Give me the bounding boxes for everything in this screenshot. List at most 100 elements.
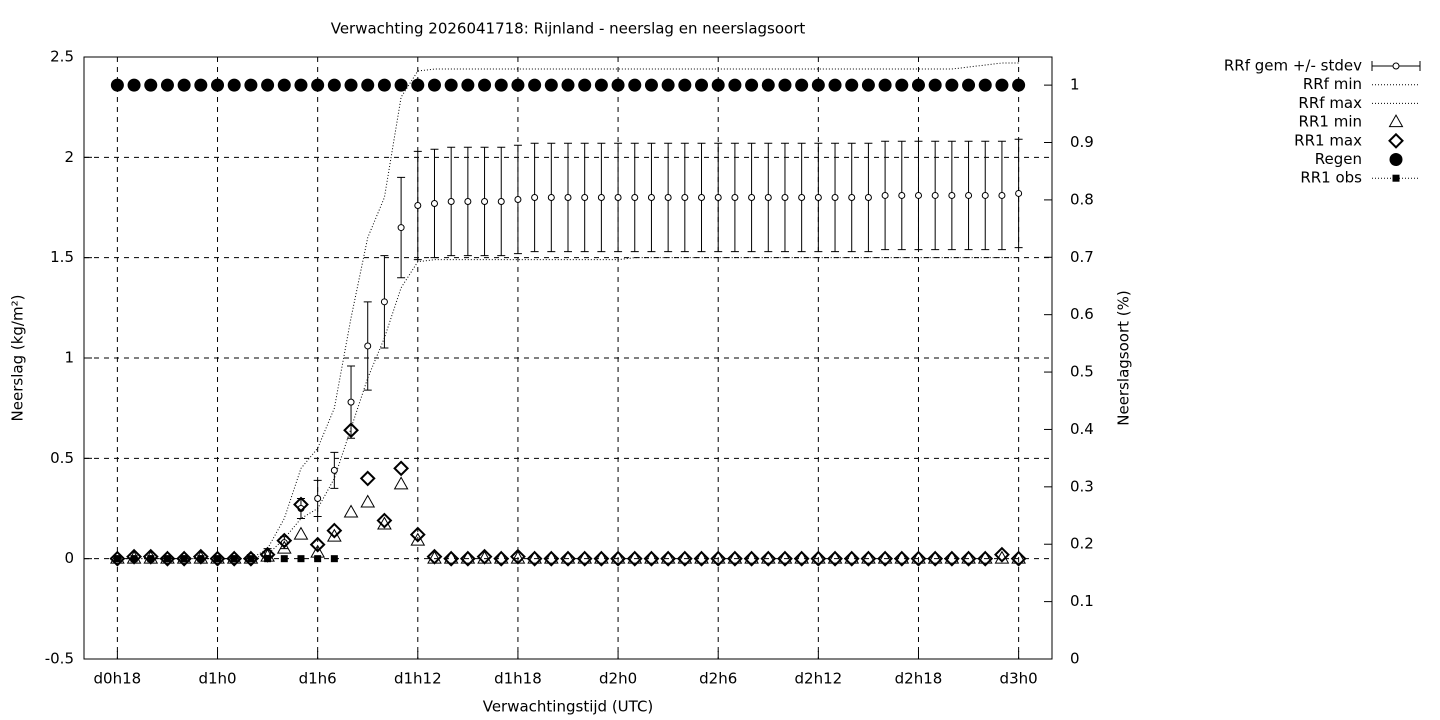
mean-point bbox=[497, 197, 505, 205]
diamond-point bbox=[760, 550, 777, 567]
diamond-point bbox=[209, 550, 226, 567]
circle-point bbox=[811, 78, 825, 92]
triangle-point bbox=[710, 550, 726, 564]
diamond-point bbox=[643, 550, 660, 567]
x-tick-label: d2h0 bbox=[599, 670, 637, 688]
triangle-point bbox=[844, 550, 860, 564]
circle-point bbox=[461, 78, 475, 92]
circle-point bbox=[928, 78, 942, 92]
y-tick-label: -0.5 bbox=[45, 650, 74, 668]
circle-point bbox=[227, 78, 241, 92]
y-tick-label: 2.5 bbox=[50, 48, 74, 66]
y-tick-label: 2 bbox=[64, 148, 74, 166]
circle-point bbox=[644, 78, 658, 92]
y2-axis-label: Neerslagsoort (%) bbox=[1115, 290, 1133, 425]
mean-point bbox=[314, 494, 322, 502]
triangle-point bbox=[877, 550, 893, 564]
mean-point bbox=[781, 193, 789, 201]
circle-point bbox=[845, 78, 859, 92]
triangle-point bbox=[694, 550, 709, 564]
x-axis-label: Verwachtingstijd (UTC) bbox=[483, 698, 654, 716]
mean-point bbox=[647, 193, 655, 201]
legend-symbol bbox=[1392, 174, 1400, 182]
circle-point bbox=[661, 78, 675, 92]
diamond-point bbox=[576, 550, 593, 567]
diamond-point bbox=[860, 550, 877, 567]
legend-symbol bbox=[1392, 62, 1400, 70]
diamond-point bbox=[176, 550, 193, 567]
square-point bbox=[330, 555, 338, 563]
mean-point bbox=[831, 193, 839, 201]
diamond-point bbox=[459, 550, 476, 567]
x-tick-label: d0h18 bbox=[94, 670, 142, 688]
diamond-point bbox=[376, 512, 393, 529]
diamond-point bbox=[126, 548, 142, 565]
diamond-point bbox=[893, 550, 910, 567]
circle-point bbox=[444, 78, 458, 92]
circle-point bbox=[778, 78, 792, 92]
triangle-point bbox=[944, 550, 960, 564]
mean-point bbox=[531, 193, 539, 201]
circle-point bbox=[327, 78, 341, 92]
diamond-point bbox=[777, 550, 793, 567]
circle-point bbox=[244, 78, 258, 92]
diamond-point bbox=[1010, 550, 1027, 567]
mean-point bbox=[714, 193, 722, 201]
diamond-point bbox=[493, 550, 510, 567]
mean-point bbox=[664, 193, 672, 201]
mean-point bbox=[364, 342, 372, 350]
circle-point bbox=[528, 78, 542, 92]
x-tick-label: d3h0 bbox=[1000, 670, 1038, 688]
diamond-point bbox=[593, 550, 610, 567]
diamond-point bbox=[226, 550, 243, 567]
square-point bbox=[197, 555, 205, 563]
circle-point bbox=[311, 78, 325, 92]
triangle-point bbox=[827, 550, 843, 564]
y-tick-label: 0 bbox=[64, 549, 74, 567]
triangle-point bbox=[560, 550, 576, 564]
triangle-point bbox=[677, 550, 693, 564]
diamond-point bbox=[726, 550, 743, 567]
mean-point bbox=[581, 193, 589, 201]
mean-point bbox=[698, 193, 706, 201]
diamond-point bbox=[359, 470, 376, 487]
triangle-point bbox=[861, 550, 876, 564]
range-line bbox=[117, 257, 1019, 560]
diamond-point bbox=[943, 550, 960, 567]
triangle-point bbox=[794, 550, 810, 564]
legend-label: RRf max bbox=[1298, 94, 1362, 112]
mean-point bbox=[1015, 189, 1023, 197]
circle-point bbox=[1012, 78, 1026, 92]
legend-label: RR1 min bbox=[1299, 113, 1362, 131]
triangle-point bbox=[961, 550, 976, 564]
mean-point bbox=[347, 398, 355, 406]
circle-point bbox=[578, 78, 592, 92]
diamond-point bbox=[543, 550, 560, 567]
triangle-point bbox=[460, 550, 476, 564]
y2-tick-label: 0.1 bbox=[1070, 592, 1094, 610]
mean-point bbox=[764, 193, 772, 201]
x-tick-label: d2h12 bbox=[795, 670, 843, 688]
square-point bbox=[113, 555, 121, 563]
legend-label: RR1 max bbox=[1294, 131, 1362, 149]
circle-point bbox=[110, 78, 124, 92]
mean-point bbox=[965, 191, 973, 199]
mean-point bbox=[981, 191, 989, 199]
mean-point bbox=[731, 193, 739, 201]
diamond-point bbox=[660, 550, 677, 567]
square-point bbox=[247, 555, 255, 563]
diamond-point bbox=[994, 546, 1010, 563]
circle-point bbox=[344, 78, 358, 92]
triangle-point bbox=[727, 550, 743, 564]
square-point bbox=[130, 555, 138, 563]
diamond-point bbox=[843, 550, 860, 567]
diamond-point bbox=[443, 550, 460, 567]
legend-symbol bbox=[1389, 153, 1403, 166]
diamond-point bbox=[426, 548, 443, 565]
circle-point bbox=[277, 78, 291, 92]
diamond-point bbox=[810, 550, 827, 567]
mean-point bbox=[564, 193, 572, 201]
y2-tick-label: 1 bbox=[1070, 76, 1080, 94]
diamond-point bbox=[326, 522, 343, 539]
square-point bbox=[214, 555, 222, 563]
